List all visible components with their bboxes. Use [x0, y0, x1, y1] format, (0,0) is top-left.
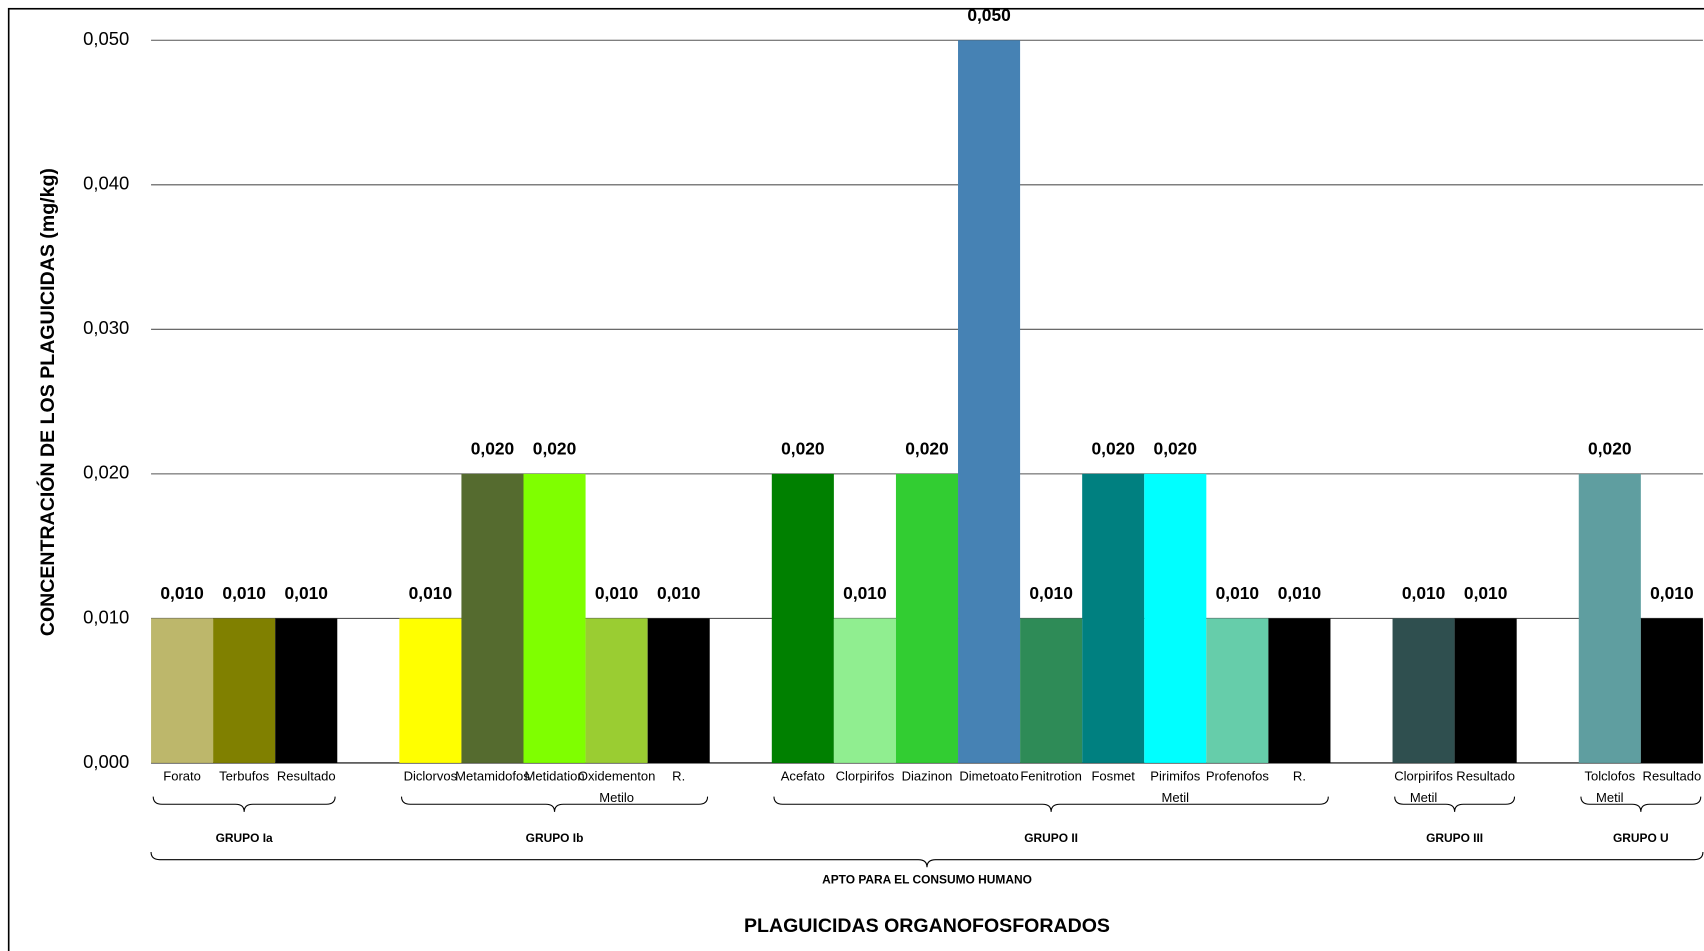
x-tick-label: Forato: [163, 769, 201, 784]
bar: [523, 473, 586, 763]
bar: [833, 618, 896, 763]
x-tick-label: Metidation: [524, 769, 584, 784]
value-label: 0,010: [284, 583, 327, 603]
value-label: 0,010: [1278, 583, 1321, 603]
x-tick-label: Metilo: [599, 790, 634, 805]
bar: [585, 618, 648, 763]
bar: [958, 40, 1021, 763]
x-tick-label: Resultado: [277, 769, 336, 784]
value-label: 0,050: [967, 5, 1010, 25]
value-label: 0,020: [533, 439, 576, 459]
group-label: GRUPO U: [1613, 831, 1669, 845]
bar: [399, 618, 462, 763]
value-label: 0,020: [905, 439, 948, 459]
x-tick-label: Fenitrotion: [1020, 769, 1082, 784]
value-label: 0,010: [843, 583, 886, 603]
value-label: 0,010: [1464, 583, 1507, 603]
bar: [1268, 618, 1331, 763]
group-label: GRUPO Ia: [216, 831, 273, 845]
chart-border: [7, 7, 1704, 951]
x-tick-label: Metamidofos: [455, 769, 530, 784]
x-tick-label: Terbufos: [219, 769, 269, 784]
y-tick-label: 0,030: [83, 317, 129, 338]
y-axis-label: CONCENTRACIÓN DE LOS PLAGUICIDAS (mg/kg): [35, 168, 59, 636]
bar: [771, 473, 834, 763]
x-tick-label: Profenofos: [1206, 769, 1270, 784]
value-label: 0,010: [1216, 583, 1259, 603]
value-label: 0,020: [781, 439, 824, 459]
x-tick-label: Acefato: [781, 769, 825, 784]
value-label: 0,010: [222, 583, 265, 603]
x-tick-label: Fosmet: [1091, 769, 1135, 784]
x-tick-label: Diclorvos: [404, 769, 458, 784]
bar: [1454, 618, 1517, 763]
value-label: 0,010: [657, 583, 700, 603]
y-tick-label: 0,050: [83, 28, 129, 49]
x-tick-label: Metil: [1410, 790, 1438, 805]
bar: [1020, 618, 1083, 763]
value-label: 0,020: [1091, 439, 1134, 459]
x-tick-label: Tolclofos: [1584, 769, 1635, 784]
x-tick-label: Clorpirifos: [1394, 769, 1453, 784]
bar: [647, 618, 710, 763]
supergroup-label: APTO PARA EL CONSUMO HUMANO: [822, 872, 1032, 886]
value-label: 0,020: [1588, 439, 1631, 459]
x-tick-label: Resultado: [1643, 769, 1702, 784]
x-tick-label: Metil: [1162, 790, 1190, 805]
group-label: GRUPO II: [1024, 831, 1078, 845]
x-tick-label: Clorpirifos: [836, 769, 895, 784]
x-tick-label: Pirimifos: [1150, 769, 1200, 784]
group-brace: [773, 796, 1329, 812]
y-tick-label: 0,010: [83, 606, 129, 627]
y-tick-label: 0,040: [83, 173, 129, 194]
supergroup-brace: [150, 852, 1704, 868]
y-tick-label: 0,020: [83, 462, 129, 483]
bar: [1578, 473, 1641, 763]
value-label: 0,010: [1402, 583, 1445, 603]
group-brace: [1580, 796, 1702, 812]
x-tick-label: R.: [672, 769, 685, 784]
value-label: 0,010: [1029, 583, 1072, 603]
group-brace: [400, 796, 709, 812]
bar: [461, 473, 524, 763]
bar: [213, 618, 276, 763]
x-tick-label: Metil: [1596, 790, 1624, 805]
value-label: 0,010: [160, 583, 203, 603]
value-label: 0,010: [409, 583, 452, 603]
bar: [1082, 473, 1145, 763]
group-brace: [1394, 796, 1516, 812]
group-label: GRUPO III: [1426, 831, 1483, 845]
x-tick-label: Oxidementon: [578, 769, 656, 784]
group-label: GRUPO Ib: [526, 831, 584, 845]
x-tick-label: Dimetoato: [959, 769, 1018, 784]
value-label: 0,020: [1154, 439, 1197, 459]
value-label: 0,020: [471, 439, 514, 459]
x-tick-label: R.: [1293, 769, 1306, 784]
x-axis-label: PLAGUICIDAS ORGANOFOSFORADOS: [744, 915, 1110, 937]
bar: [1392, 618, 1455, 763]
bar: [895, 473, 959, 763]
bar: [1640, 618, 1703, 763]
group-brace: [152, 796, 336, 812]
x-tick-label: Resultado: [1456, 769, 1515, 784]
value-label: 0,010: [595, 583, 638, 603]
bar: [151, 618, 214, 763]
bar: [275, 618, 338, 763]
value-label: 0,010: [1650, 583, 1693, 603]
x-tick-label: Diazinon: [902, 769, 953, 784]
y-tick-label: 0,000: [83, 751, 129, 772]
bar: [1206, 618, 1269, 763]
bar: [1144, 473, 1207, 763]
